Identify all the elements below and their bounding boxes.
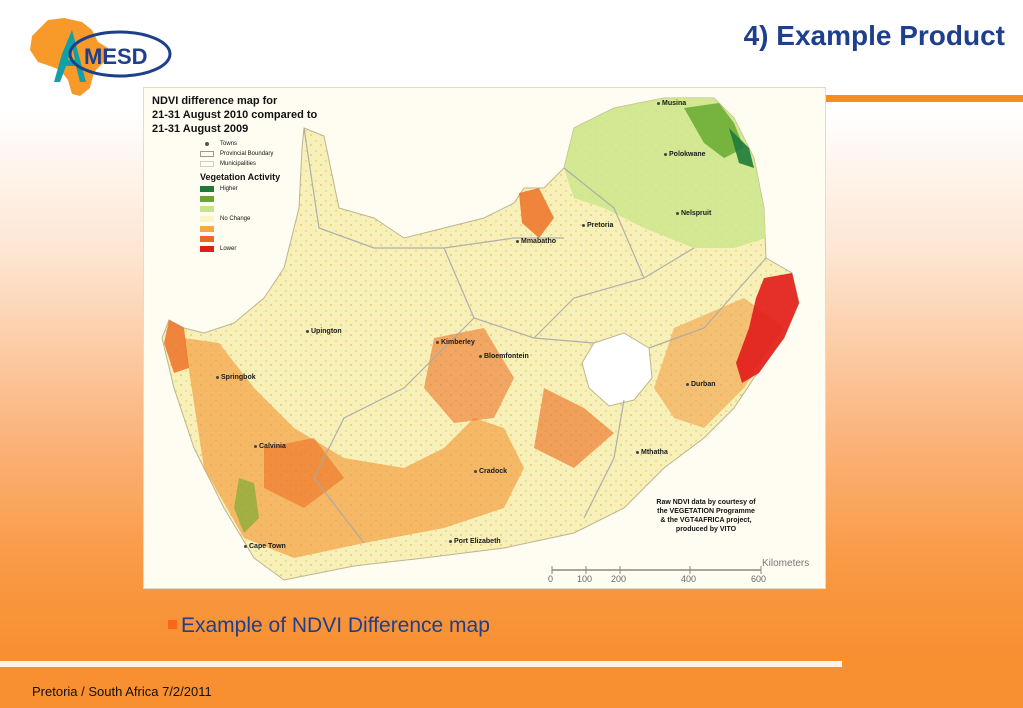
town-dot-icon [205, 142, 209, 146]
scale-tick-label: 100 [577, 574, 593, 584]
legend-class-row: Lower [200, 244, 382, 254]
square-bullet-icon [168, 619, 177, 629]
credit-line: the VEGETATION Programme [657, 508, 755, 515]
town-label: Durban [686, 381, 716, 388]
town-label: Cape Town [244, 543, 286, 550]
scale-tick-label: 600 [751, 574, 767, 584]
legend-class-row: No Change [200, 214, 382, 224]
south-africa-map [161, 97, 800, 581]
legend-class-label: No Change [220, 216, 251, 222]
town-label: Musina [657, 100, 686, 107]
ndvi-map: NDVI difference map for 21-31 August 201… [143, 87, 826, 589]
scale-unit: Kilometers [762, 558, 810, 569]
legend-swatch [200, 186, 214, 192]
legend-class-row [200, 234, 382, 244]
credit-line: & the VGT4AFRICA project, [660, 517, 752, 524]
legend-municipalities: Municipalities [200, 159, 382, 169]
amesd-logo: MESD [20, 14, 172, 98]
legend-swatch [200, 236, 214, 242]
town-label: Bloemfontein [479, 353, 529, 360]
legend-swatch [200, 226, 214, 232]
town-label: Kimberley [436, 339, 475, 346]
legend-class-label: Lower [220, 246, 237, 252]
scale-tick-label: 0 [548, 574, 554, 584]
provincial-line-icon [200, 151, 214, 157]
slide-title: 4) Example Product [743, 20, 1005, 51]
svg-text:MESD: MESD [84, 44, 148, 69]
caption-text: Example of NDVI Difference map [181, 614, 490, 637]
scale-bar [551, 566, 762, 574]
town-label: Springbok [216, 374, 256, 381]
credit-line: Raw NDVI data by courtesy of [656, 499, 756, 506]
map-legend: NDVI difference map for 21-31 August 201… [152, 94, 382, 254]
credit-line: produced by VITO [675, 526, 737, 533]
legend-class-row: Higher [200, 184, 382, 194]
town-label: Upington [306, 328, 342, 335]
town-label: Nelspruit [676, 210, 711, 217]
legend-class-row [200, 224, 382, 234]
legend-class-label: Higher [220, 186, 238, 192]
town-label: Port Elizabeth [449, 538, 501, 545]
legend-classes: Higher No Change Lower [152, 184, 382, 254]
legend-towns: Towns [200, 139, 382, 149]
map-title-line: 21-31 August 2009 [152, 123, 249, 135]
legend-swatch [200, 216, 214, 222]
data-credit: Raw NDVI data by courtesy of the VEGETAT… [636, 498, 776, 534]
scale-tick-label: 200 [611, 574, 627, 584]
legend-class-row [200, 194, 382, 204]
footer-divider [0, 661, 842, 667]
legend-swatch [200, 196, 214, 202]
legend-class-row [200, 204, 382, 214]
caption: Example of NDVI Difference map [168, 614, 490, 638]
map-title-line: NDVI difference map for [152, 95, 278, 107]
scale-tick-label: 400 [681, 574, 697, 584]
activity-title: Vegetation Activity [200, 172, 281, 182]
legend-swatch [200, 206, 214, 212]
legend-provincial: Provincial Boundary [200, 149, 382, 159]
footer-text: Pretoria / South Africa 7/2/2011 [32, 684, 212, 699]
map-title: NDVI difference map for 21-31 August 201… [152, 94, 382, 136]
town-label: Calvinia [254, 443, 286, 450]
title-divider [826, 95, 1023, 102]
town-label: Polokwane [664, 151, 706, 158]
map-title-line: 21-31 August 2010 compared to [152, 109, 318, 121]
municipal-line-icon [200, 161, 214, 167]
town-label: Pretoria [582, 222, 613, 229]
legend-swatch [200, 246, 214, 252]
town-label: Cradock [474, 468, 507, 475]
town-label: Mthatha [636, 449, 668, 456]
town-label: Mmabatho [516, 238, 556, 245]
